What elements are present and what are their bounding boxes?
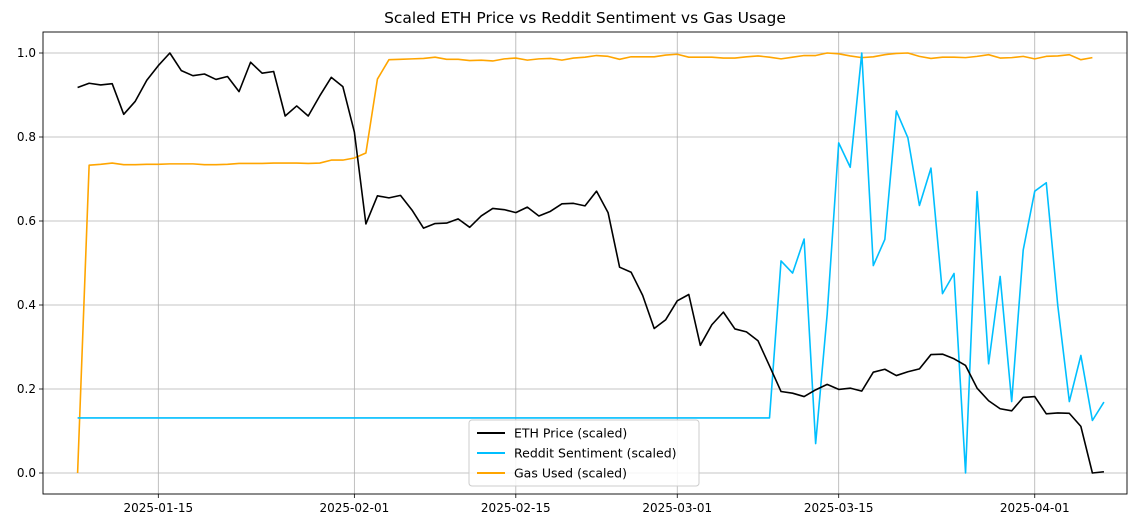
legend: ETH Price (scaled) Reddit Sentiment (scal… xyxy=(468,419,700,487)
legend-label: Gas Used (scaled) xyxy=(514,466,627,481)
chart-title: Scaled ETH Price vs Reddit Sentiment vs … xyxy=(384,9,786,27)
legend-label: Reddit Sentiment (scaled) xyxy=(514,446,677,461)
x-tick-label: 2025-03-15 xyxy=(804,501,874,515)
y-tick-label: 0.4 xyxy=(17,298,36,312)
y-tick-label: 0.0 xyxy=(17,466,36,480)
legend-box xyxy=(468,419,700,487)
x-tick-label: 2025-03-01 xyxy=(642,501,712,515)
x-tick-label: 2025-02-01 xyxy=(319,501,389,515)
y-tick-label: 0.2 xyxy=(17,382,36,396)
x-tick-label: 2025-01-15 xyxy=(123,501,193,515)
series-line-gas xyxy=(76,52,1093,474)
axis-ticks: 0.0 0.2 0.4 0.6 0.8 1.0 2025-01-15 2025-02-01 20… xyxy=(17,46,1070,515)
plot-frame xyxy=(42,31,1128,495)
y-tick-label: 0.6 xyxy=(17,214,36,228)
series-layer xyxy=(76,52,1105,474)
grid xyxy=(43,32,1127,494)
series-line-reddit xyxy=(77,52,1105,474)
legend-label: ETH Price (scaled) xyxy=(514,426,627,441)
y-tick-label: 1.0 xyxy=(17,46,36,60)
x-tick-label: 2025-04-01 xyxy=(1000,501,1070,515)
x-tick-label: 2025-02-15 xyxy=(481,501,551,515)
y-tick-label: 0.8 xyxy=(17,130,36,144)
series-line-eth xyxy=(77,52,1105,474)
